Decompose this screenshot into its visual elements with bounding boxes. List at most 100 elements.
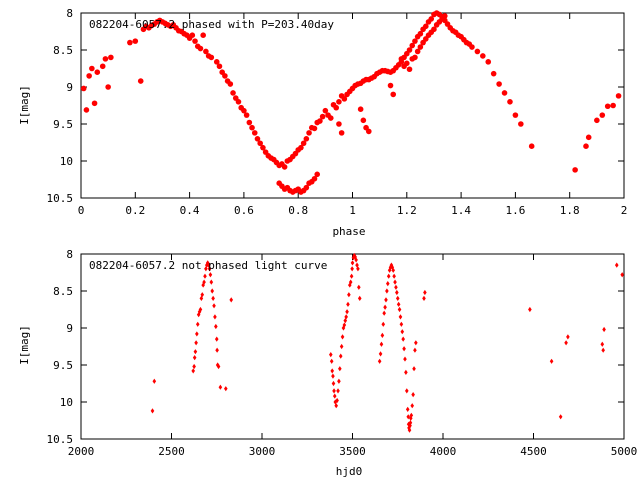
data-point — [604, 103, 611, 110]
data-point — [412, 38, 418, 44]
data-point — [336, 99, 342, 105]
data-point — [414, 340, 418, 346]
data-point — [198, 306, 203, 313]
data-point — [423, 23, 429, 30]
data-point — [210, 288, 215, 294]
data-point — [311, 125, 318, 132]
plot-frame — [80, 253, 625, 440]
data-point — [86, 73, 92, 79]
data-point — [395, 295, 400, 301]
axis-ticks: 2000 2500 3000 3500 4000 4500 5000 8 8.5 9 9.5 10 10… — [47, 248, 638, 458]
data-point — [314, 171, 321, 178]
unphased-light-curve-panel: 2000 2500 3000 3500 4000 4500 5000 8 8.5 9 9.5 10 10… — [18, 248, 637, 478]
data-point — [585, 134, 592, 141]
data-point — [214, 323, 218, 330]
y-tick-label: 8.5 — [53, 44, 73, 57]
data-point — [89, 65, 95, 72]
data-point — [209, 279, 214, 285]
data-point — [417, 44, 424, 50]
data-point — [344, 314, 348, 320]
data-point — [411, 392, 415, 398]
x-tick-label: 0.8 — [288, 204, 308, 217]
data-point — [413, 347, 417, 353]
data-point — [137, 78, 144, 84]
data-point — [132, 38, 139, 44]
data-point — [338, 366, 342, 372]
data-point — [300, 140, 307, 147]
data-point — [331, 380, 336, 387]
data-point — [501, 90, 508, 96]
data-point — [281, 164, 288, 170]
data-point — [249, 124, 255, 131]
data-point — [518, 121, 524, 127]
data-point — [485, 59, 492, 65]
data-point — [127, 39, 133, 46]
data-point — [192, 363, 196, 370]
data-point — [357, 106, 364, 112]
data-point — [338, 130, 345, 136]
data-point — [335, 397, 339, 404]
data-point — [408, 415, 413, 421]
data-point — [337, 378, 341, 384]
data-point — [356, 266, 360, 272]
data-point — [332, 393, 337, 399]
data-point — [389, 262, 394, 268]
data-point — [351, 255, 356, 261]
data-point — [480, 53, 486, 59]
data-point — [334, 403, 339, 409]
data-point — [349, 273, 354, 279]
y-tick-label: 9 — [66, 81, 73, 94]
data-point — [387, 82, 394, 89]
data-point — [402, 346, 406, 352]
data-point — [197, 45, 204, 52]
data-point — [405, 388, 409, 394]
data-point — [404, 60, 410, 67]
data-point — [403, 356, 407, 362]
data-point — [203, 48, 209, 55]
data-point — [222, 73, 228, 79]
data-point — [512, 112, 519, 118]
y-axis-label: I[mag] — [18, 85, 31, 125]
data-point — [390, 91, 397, 98]
data-point — [203, 273, 207, 279]
data-point — [331, 373, 335, 379]
data-point — [600, 341, 605, 347]
data-point — [327, 115, 334, 121]
data-point — [594, 117, 600, 124]
data-points — [80, 10, 622, 195]
data-point — [105, 84, 111, 90]
data-point — [615, 93, 622, 99]
data-point — [348, 279, 353, 285]
data-point — [345, 309, 349, 315]
data-point — [336, 121, 342, 127]
data-point — [207, 266, 212, 272]
x-tick-label: 2 — [621, 204, 628, 217]
chart-title: 082204-6057.2 not phased light curve — [89, 259, 327, 272]
data-point — [91, 100, 98, 107]
data-point — [208, 54, 215, 61]
data-point — [406, 47, 413, 53]
data-point — [298, 144, 304, 151]
data-point — [254, 136, 261, 142]
data-point — [192, 355, 197, 361]
data-point — [406, 421, 411, 427]
data-point — [412, 366, 416, 372]
data-point — [246, 119, 253, 126]
data-point — [199, 295, 204, 301]
data-point — [218, 384, 223, 390]
data-point — [200, 292, 205, 298]
data-point — [214, 336, 219, 342]
y-tick-label: 10.5 — [47, 192, 74, 205]
data-point — [398, 56, 405, 62]
y-tick-label: 9.5 — [53, 359, 73, 372]
data-point — [380, 332, 385, 338]
data-point — [192, 38, 198, 44]
plot-frame — [80, 12, 625, 199]
data-point — [216, 363, 221, 370]
data-point — [507, 99, 513, 105]
data-point — [490, 70, 497, 77]
y-tick-label: 10.5 — [47, 433, 74, 446]
data-point — [392, 273, 396, 279]
data-point — [528, 306, 532, 313]
